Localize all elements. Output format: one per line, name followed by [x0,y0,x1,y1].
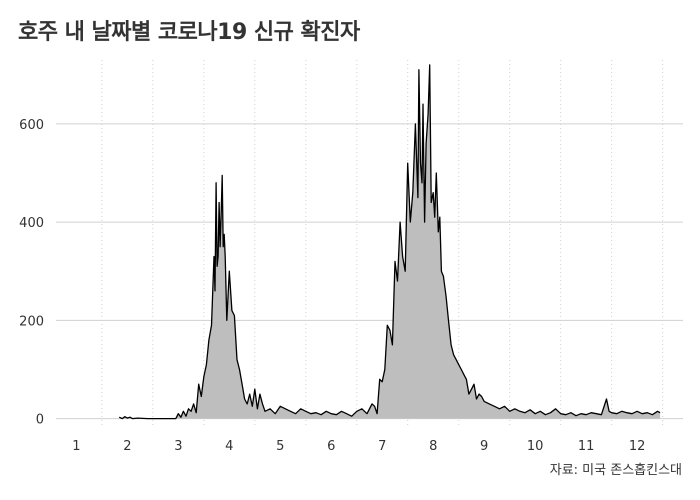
x-tick-label: 7 [378,439,386,454]
chart-title: 호주 내 날짜별 코로나19 신규 확진자 [18,20,360,45]
y-tick-label: 0 [36,413,44,428]
x-axis-ticks: 1 2 3 4 5 6 7 8 9 10 11 12 [72,439,645,454]
x-tick-label: 5 [276,439,284,454]
x-tick-label: 4 [225,439,233,454]
y-tick-label: 200 [19,314,44,329]
x-tick-label: 3 [174,439,182,454]
y-tick-label: 600 [19,118,44,133]
x-tick-label: 9 [480,439,488,454]
x-tick-label: 11 [578,439,595,454]
source-caption: 자료: 미국 존스홉킨스대 [549,463,682,478]
x-tick-label: 10 [527,439,544,454]
y-tick-label: 400 [19,216,44,231]
x-tick-label: 2 [123,439,131,454]
x-tick-label: 12 [629,439,646,454]
grid-lines [56,60,683,426]
cases-area [119,64,661,419]
x-tick-label: 6 [327,439,335,454]
y-axis-ticks: 0 200 400 600 [19,118,44,428]
x-tick-label: 8 [429,439,437,454]
x-tick-label: 1 [72,439,80,454]
cases-line [118,64,661,420]
